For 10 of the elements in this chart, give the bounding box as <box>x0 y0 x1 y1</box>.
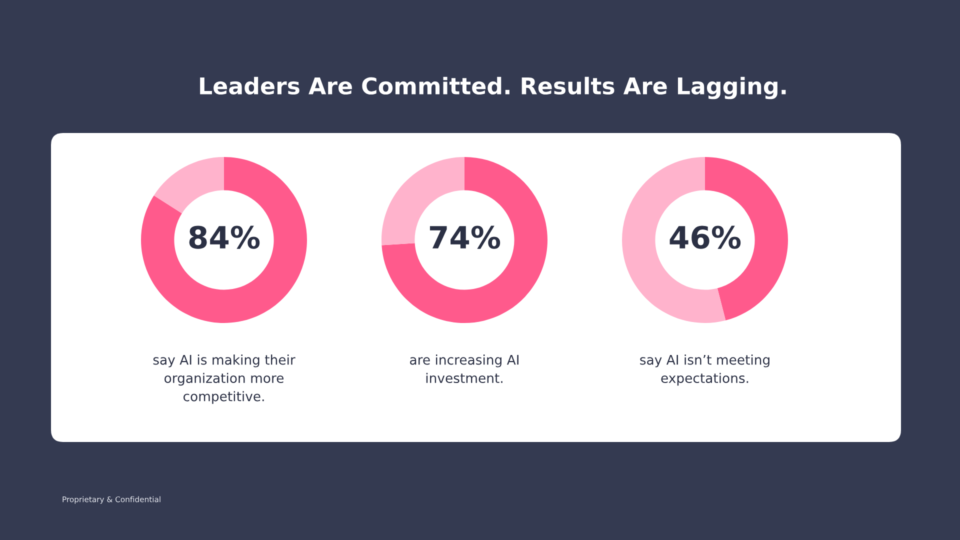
text: are increasing AI investment. <box>410 354 518 384</box>
data-label: 46% <box>670 226 741 249</box>
donut-slice <box>154 157 224 214</box>
donut-slice <box>141 157 307 323</box>
text: say AI is making their organization more competitive. <box>153 354 296 404</box>
text: say AI isn’t meeting expectations. <box>640 354 770 386</box>
donut-slice <box>382 157 548 323</box>
data-label: 84% <box>189 226 260 249</box>
data-label: 74% <box>430 226 500 249</box>
text: Leaders Are Committed. Results Are Lagging. <box>200 76 786 100</box>
